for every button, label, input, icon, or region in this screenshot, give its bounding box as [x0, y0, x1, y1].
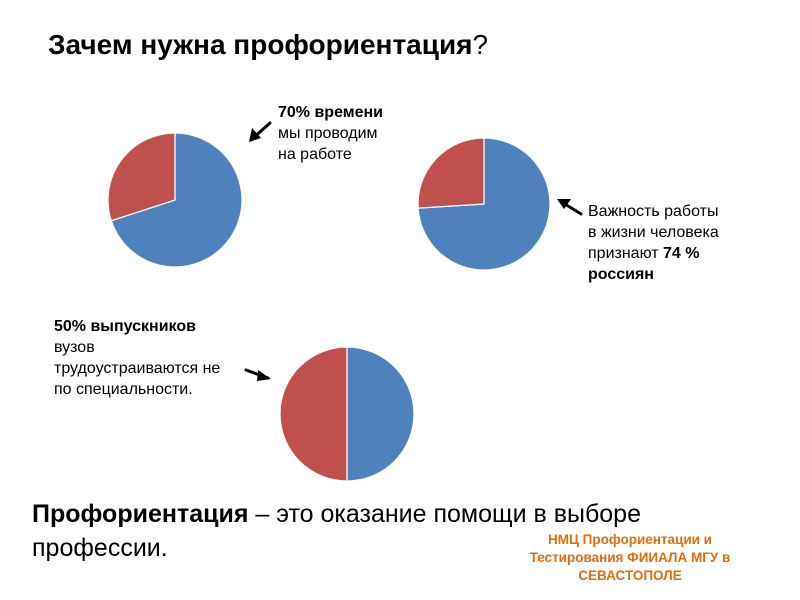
- callout-1-line-2: мы проводим: [278, 125, 378, 142]
- pie-1-slice-1: [110, 132, 243, 268]
- arrow-1-head: [249, 128, 261, 142]
- callout-3-line-2: вузов: [54, 339, 95, 356]
- organization-line-3: СЕВАСТОПОЛЕ: [578, 568, 682, 583]
- callout-3-line-1: 50% выпускников: [54, 318, 196, 335]
- callout-2-line-3: признают 74 %: [588, 245, 700, 262]
- callout-2-line-2: в жизни человека: [588, 224, 719, 241]
- pie-2-slice-2: [417, 137, 485, 209]
- pie-1-slice-2: [107, 132, 176, 222]
- title-question-mark: ?: [472, 29, 489, 60]
- callout-3-line-4: по специальности.: [54, 381, 193, 398]
- organization-line-1: НМЦ Профориентации и: [548, 532, 712, 547]
- callout-2-line-4: россиян: [588, 266, 654, 283]
- arrow-2-head: [557, 199, 571, 209]
- callout-2-line-1: Важность работы: [588, 203, 719, 220]
- definition-body: – это оказание помощи в выборе профессии…: [32, 500, 641, 562]
- callout-graduates: 50% выпускников вузов трудоустраиваются не…: [54, 316, 220, 400]
- callout-work-time: 70% времени мы проводим на работе: [278, 102, 383, 165]
- definition-term: Профориентация: [32, 500, 249, 528]
- callout-1-line-1: 70% времени: [278, 104, 383, 121]
- pie-3-slice-2: [279, 346, 348, 482]
- arrow-3-head: [257, 370, 271, 381]
- callout-1-line-3: на работе: [278, 146, 352, 163]
- organization-credit: НМЦ Профориентации и Тестирования ФИИАЛА …: [490, 531, 770, 585]
- organization-line-2: Тестирования ФИИАЛА МГУ в: [529, 550, 731, 565]
- pie-3-slice-1: [346, 346, 415, 482]
- page-title: Зачем нужна профориентация?: [48, 28, 488, 62]
- definition-text: Профориентация – это оказание помощи в в…: [32, 497, 692, 565]
- title-text: Зачем нужна профориентация: [48, 29, 473, 60]
- callout-3-line-3: трудоустраиваются не: [54, 360, 221, 377]
- callout-work-importance: Важность работы в жизни человека признают …: [588, 201, 719, 285]
